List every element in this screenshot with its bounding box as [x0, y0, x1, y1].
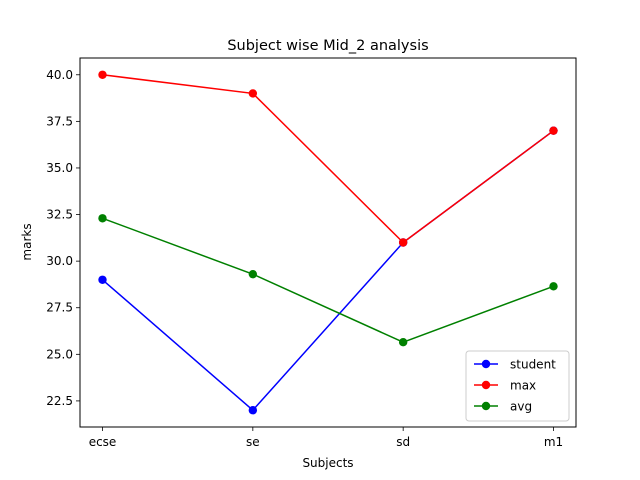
chart-title: Subject wise Mid_2 analysis	[227, 38, 428, 54]
data-point-max	[549, 126, 558, 135]
legend-label: max	[510, 379, 536, 393]
axes-frame	[79, 57, 577, 428]
legend-label: avg	[510, 400, 532, 414]
legend-label: student	[510, 358, 556, 372]
data-point-avg	[98, 214, 107, 223]
x-tick-label: se	[246, 435, 260, 449]
y-tick-label: 40.0	[46, 68, 73, 82]
x-tick-label: sd	[396, 435, 410, 449]
plot-area	[98, 70, 558, 415]
data-point-avg	[549, 282, 558, 291]
data-point-max	[398, 238, 408, 247]
legend-item-student: student	[474, 358, 556, 372]
data-point-student	[98, 275, 107, 284]
legend-box	[465, 350, 570, 422]
series-max	[98, 70, 558, 247]
series-line-avg	[102, 217, 554, 344]
y-tick-label: 22.5	[46, 394, 73, 408]
legend-swatch-marker	[481, 401, 491, 411]
y-tick-label: 35.0	[46, 161, 73, 175]
y-tick-label: 30.0	[46, 254, 73, 268]
legend: student max avg	[465, 350, 570, 422]
x-tick-label: ecse	[89, 435, 117, 449]
y-axis: 22.5 25.0 27.5 30.0 32.5 35.0 37.5 40.0	[46, 68, 80, 408]
data-point-avg	[248, 269, 258, 279]
x-axis-label: Subjects	[302, 456, 353, 470]
legend-item-avg: avg	[474, 400, 532, 414]
series-avg	[98, 214, 558, 347]
data-point-max	[248, 89, 258, 98]
y-tick-label: 32.5	[46, 208, 73, 222]
y-tick-label: 37.5	[46, 114, 73, 128]
x-axis: ecse se sd m1	[89, 427, 563, 449]
data-point-max	[98, 70, 107, 79]
y-tick-label: 25.0	[46, 347, 73, 361]
series-line-max	[102, 74, 554, 244]
legend-swatch-marker	[481, 380, 491, 390]
legend-swatch-marker	[481, 359, 491, 369]
data-point-avg	[398, 338, 408, 347]
legend-item-max: max	[474, 379, 536, 393]
y-tick-label: 27.5	[46, 301, 73, 315]
y-axis-label: marks	[20, 223, 34, 260]
data-point-student	[248, 406, 258, 415]
x-tick-label: m1	[544, 435, 563, 449]
